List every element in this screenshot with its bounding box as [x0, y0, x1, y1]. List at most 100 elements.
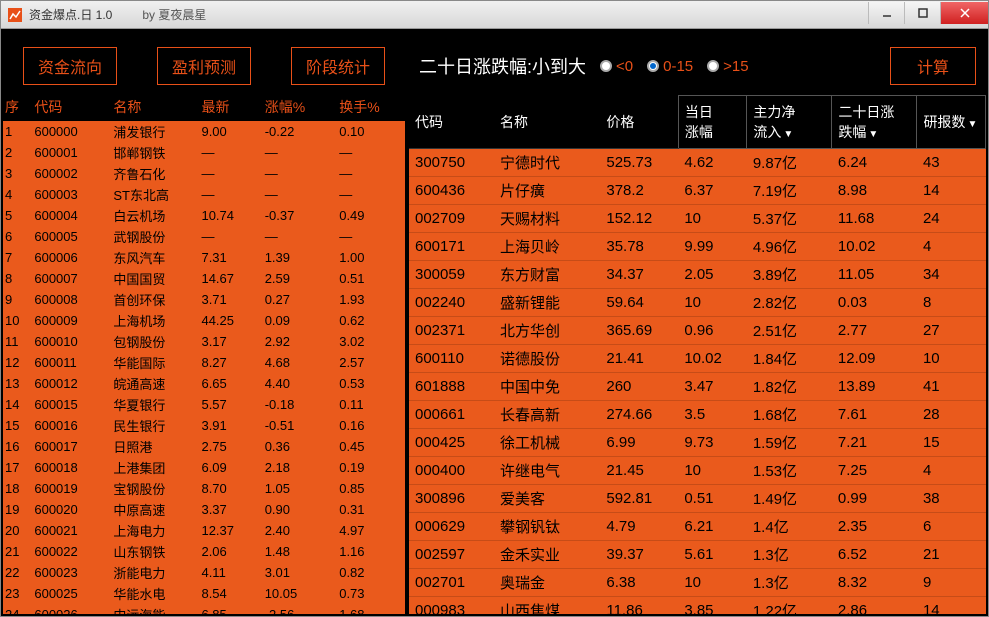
profit-forecast-button[interactable]: 盈利预测	[157, 47, 251, 85]
table-row[interactable]: 000629攀钢钒钛4.796.211.4亿2.356	[409, 513, 986, 541]
table-row[interactable]: 7600006东风汽车7.311.391.00	[3, 247, 405, 268]
table-row[interactable]: 300896爱美客592.810.511.49亿0.9938	[409, 485, 986, 513]
cell-turnover: 0.19	[337, 457, 405, 478]
table-row[interactable]: 4600003ST东北高———	[3, 184, 405, 205]
table-row[interactable]: 600171上海贝岭35.789.994.96亿10.024	[409, 233, 986, 261]
table-row[interactable]: 000983山西焦煤11.863.851.22亿2.8614	[409, 597, 986, 615]
right-header-name[interactable]: 名称	[494, 96, 600, 149]
cell-flow: 1.4亿	[747, 513, 832, 541]
table-row[interactable]: 300750宁德时代525.734.629.87亿6.2443	[409, 149, 986, 177]
table-row[interactable]: 15600016民生银行3.91-0.510.16	[3, 415, 405, 436]
table-row[interactable]: 10600009上海机场44.250.090.62	[3, 310, 405, 331]
minimize-button[interactable]	[868, 2, 904, 24]
cell-turnover: —	[337, 226, 405, 247]
right-header-net-flow[interactable]: 主力净 流入	[747, 96, 832, 149]
table-row[interactable]: 22600023浙能电力4.113.010.82	[3, 562, 405, 583]
cell-price: 21.41	[600, 345, 678, 373]
cell-pct: -0.51	[263, 415, 338, 436]
cell-idx: 12	[3, 352, 32, 373]
table-row[interactable]: 000400许继电气21.45101.53亿7.254	[409, 457, 986, 485]
left-header-code[interactable]: 代码	[32, 95, 111, 121]
table-row[interactable]: 24600026中远海能6.85-2.561.68	[3, 604, 405, 614]
table-row[interactable]: 002240盛新锂能59.64102.82亿0.038	[409, 289, 986, 317]
cell-code: 002701	[409, 569, 494, 597]
table-row[interactable]: 002371北方华创365.690.962.51亿2.7727	[409, 317, 986, 345]
table-row[interactable]: 000425徐工机械6.999.731.59亿7.2115	[409, 429, 986, 457]
cell-price: —	[199, 226, 262, 247]
capital-flow-button[interactable]: 资金流向	[23, 47, 117, 85]
cell-code: 002371	[409, 317, 494, 345]
table-row[interactable]: 19600020中原高速3.370.900.31	[3, 499, 405, 520]
right-header-day-pct[interactable]: 当日 涨幅	[678, 96, 747, 149]
cell-rep: 21	[917, 541, 986, 569]
right-header-code[interactable]: 代码	[409, 96, 494, 149]
table-row[interactable]: 14600015华夏银行5.57-0.180.11	[3, 394, 405, 415]
table-row[interactable]: 23600025华能水电8.5410.050.73	[3, 583, 405, 604]
table-row[interactable]: 20600021上海电力12.372.404.97	[3, 520, 405, 541]
cell-idx: 18	[3, 478, 32, 499]
table-row[interactable]: 18600019宝钢股份8.701.050.85	[3, 478, 405, 499]
cell-code: 600000	[32, 121, 111, 142]
left-table-scroll[interactable]: 序 代码 名称 最新 涨幅% 换手% 1600000浦发银行9.00-0.220…	[3, 95, 405, 614]
table-row[interactable]: 6600005武钢股份———	[3, 226, 405, 247]
cell-pct: —	[263, 226, 338, 247]
left-header-idx[interactable]: 序	[3, 95, 32, 121]
cell-pct: 0.27	[263, 289, 338, 310]
radio-<0[interactable]: <0	[600, 58, 633, 75]
cell-name: 北方华创	[494, 317, 600, 345]
left-header-pct[interactable]: 涨幅%	[263, 95, 338, 121]
left-header-name[interactable]: 名称	[111, 95, 199, 121]
table-row[interactable]: 600436片仔癀378.26.377.19亿8.9814	[409, 177, 986, 205]
table-row[interactable]: 21600022山东钢铁2.061.481.16	[3, 541, 405, 562]
cell-price: 3.91	[199, 415, 262, 436]
cell-price: 6.38	[600, 569, 678, 597]
table-row[interactable]: 601888中国中免2603.471.82亿13.8941	[409, 373, 986, 401]
right-header-20d[interactable]: 二十日涨 跌幅	[832, 96, 917, 149]
table-row[interactable]: 2600001邯郸钢铁———	[3, 142, 405, 163]
table-row[interactable]: 3600002齐鲁石化———	[3, 163, 405, 184]
cell-rep: 41	[917, 373, 986, 401]
table-row[interactable]: 9600008首创环保3.710.271.93	[3, 289, 405, 310]
table-row[interactable]: 002701奥瑞金6.38101.3亿8.329	[409, 569, 986, 597]
table-row[interactable]: 13600012皖通高速6.654.400.53	[3, 373, 405, 394]
close-button[interactable]	[940, 2, 988, 24]
right-header-price[interactable]: 价格	[600, 96, 678, 149]
table-row[interactable]: 002709天赐材料152.12105.37亿11.6824	[409, 205, 986, 233]
table-row[interactable]: 002597金禾实业39.375.611.3亿6.5221	[409, 541, 986, 569]
cell-name: 中原高速	[111, 499, 199, 520]
cell-flow: 1.82亿	[747, 373, 832, 401]
table-row[interactable]: 12600011华能国际8.274.682.57	[3, 352, 405, 373]
cell-turnover: 0.11	[337, 394, 405, 415]
titlebar[interactable]: 资金爆点.日 1.0 by 夏夜晨星	[1, 1, 988, 29]
table-row[interactable]: 17600018上港集团6.092.180.19	[3, 457, 405, 478]
left-header-price[interactable]: 最新	[199, 95, 262, 121]
cell-price: 14.67	[199, 268, 262, 289]
cell-turnover: 0.53	[337, 373, 405, 394]
cell-price: —	[199, 142, 262, 163]
radio-0-15[interactable]: 0-15	[647, 58, 693, 75]
cell-d20: 2.35	[832, 513, 917, 541]
right-header-reports[interactable]: 研报数	[917, 96, 986, 149]
cell-pct: 3.01	[263, 562, 338, 583]
maximize-button[interactable]	[904, 2, 940, 24]
cell-name: 白云机场	[111, 205, 199, 226]
cell-price: 7.31	[199, 247, 262, 268]
cell-pct: —	[263, 163, 338, 184]
cell-idx: 17	[3, 457, 32, 478]
table-row[interactable]: 5600004白云机场10.74-0.370.49	[3, 205, 405, 226]
table-row[interactable]: 1600000浦发银行9.00-0.220.10	[3, 121, 405, 142]
table-row[interactable]: 8600007中国国贸14.672.590.51	[3, 268, 405, 289]
left-header-turnover[interactable]: 换手%	[337, 95, 405, 121]
cell-day: 9.73	[678, 429, 747, 457]
table-row[interactable]: 300059东方财富34.372.053.89亿11.0534	[409, 261, 986, 289]
stage-stats-button[interactable]: 阶段统计	[291, 47, 385, 85]
right-table-scroll[interactable]: 代码 名称 价格 当日 涨幅 主力净 流入 二十日涨 跌幅 研报数 300750…	[409, 95, 986, 614]
table-row[interactable]: 600110诺德股份21.4110.021.84亿12.0910	[409, 345, 986, 373]
cell-pct: -2.56	[263, 604, 338, 614]
table-row[interactable]: 11600010包钢股份3.172.923.02	[3, 331, 405, 352]
table-row[interactable]: 16600017日照港2.750.360.45	[3, 436, 405, 457]
calculate-button[interactable]: 计算	[890, 47, 976, 85]
radio->15[interactable]: >15	[707, 58, 748, 75]
table-row[interactable]: 000661长春高新274.663.51.68亿7.6128	[409, 401, 986, 429]
cell-name: 包钢股份	[111, 331, 199, 352]
